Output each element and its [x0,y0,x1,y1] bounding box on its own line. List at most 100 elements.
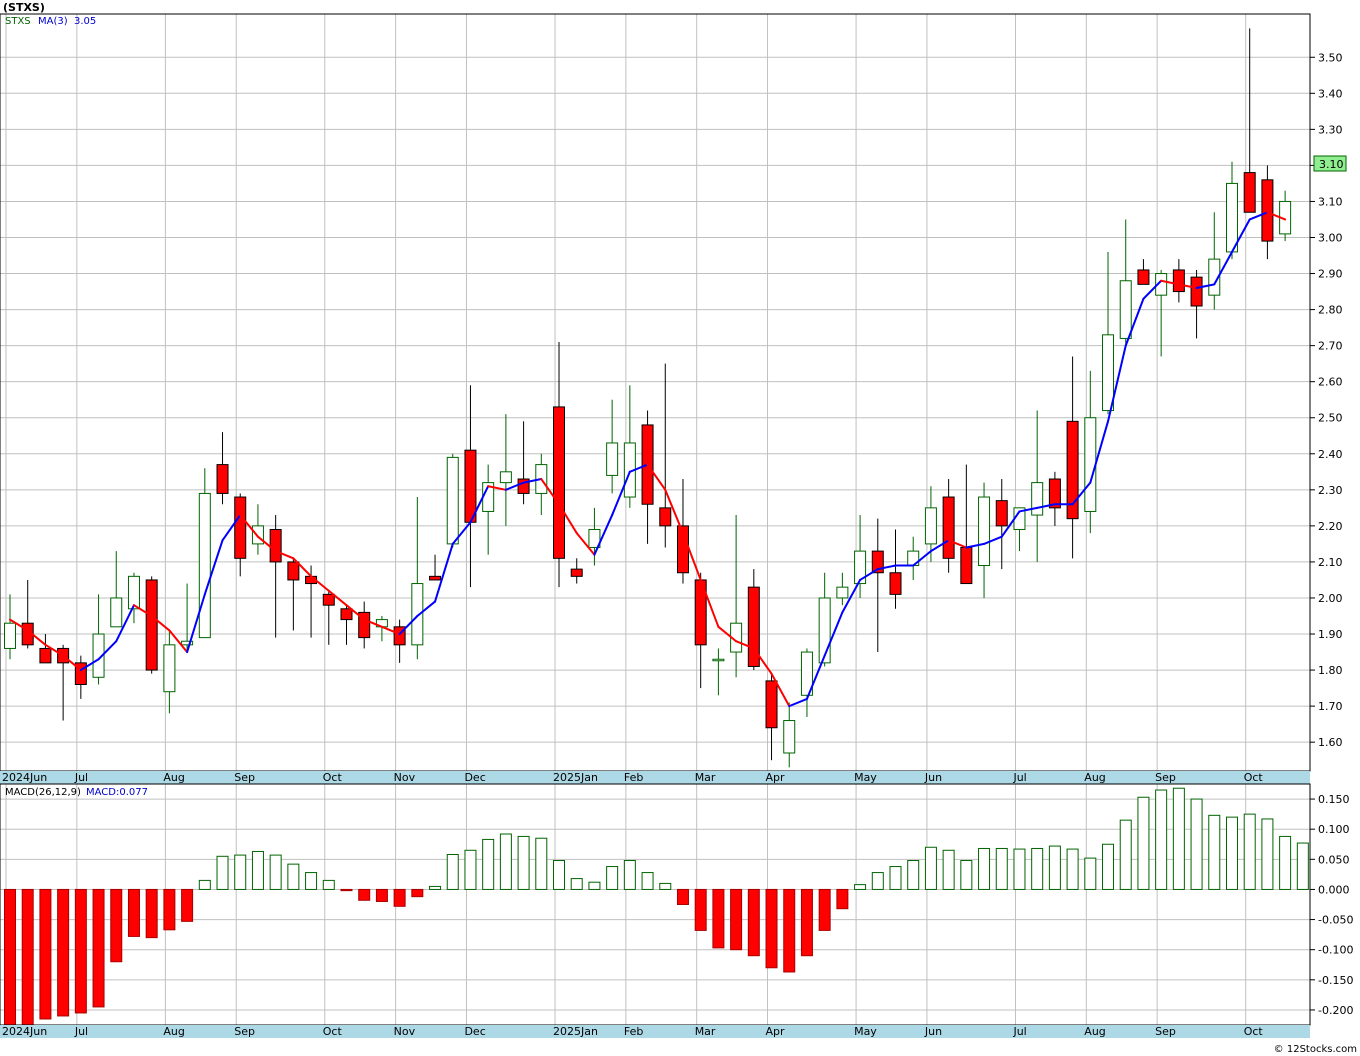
candle [765,673,778,761]
macd-bar-positive [1190,798,1203,890]
ma-segment [186,593,206,654]
macd-bar-negative [57,888,70,1017]
candle-body-up [1084,417,1097,512]
macd-panel: -0.200 -0.150 -0.100 -0.050 0.000 0.050 0.100 0… [0,783,1353,1026]
candle [4,594,16,660]
ma-segment [132,604,153,617]
price-tick-label: 2.20 [1318,520,1343,533]
ma-segment [1160,279,1180,286]
ma-segment [681,532,702,581]
candle [659,363,672,548]
macd-bar-negative [74,888,87,1014]
candle-body-down [747,586,760,667]
ma-segment [203,539,224,596]
ma-segment [947,539,968,549]
ma-segment [540,478,561,506]
candle-body-up [588,528,601,549]
macd-bar-positive [871,872,884,890]
x-axis-strip-top [0,771,1310,784]
price-tick-label: 2.30 [1318,484,1343,497]
macd-bar-negative [411,888,424,898]
macd-bar-positive [889,866,902,890]
x-tick-label: Oct [323,1025,343,1038]
macd-bar-positive [269,854,282,890]
candle-body-down [145,579,158,671]
macd-bar-negative [676,888,689,905]
candle-body-up [198,492,211,639]
current-price-tag [1313,155,1347,172]
macd-bar-negative [127,888,140,937]
ma-segment [168,629,189,654]
candle [1119,219,1132,346]
macd-bar-positive [429,885,442,890]
macd-bar-positive [1155,789,1168,890]
x-tick-label: Jun [924,771,942,784]
ma-segment [1000,510,1021,538]
candle [942,479,955,573]
x-tick-label: Jul [74,771,88,784]
macd-bar-positive [322,879,335,890]
ma-segment [522,478,543,484]
candle-body-up [163,644,176,693]
x-tick-label: 2024Jun [2,1025,47,1038]
macd-bar-negative [92,888,105,1008]
watermark: © 12Stocks.com [1274,1044,1357,1055]
macd-bar-positive [1066,848,1079,890]
macd-bar-positive [978,847,991,890]
macd-bar-negative [818,888,831,931]
candle [287,558,300,631]
candle [39,634,52,664]
ma-segment [859,568,879,581]
x-tick-label: Sep [1155,771,1176,784]
candle [800,648,813,717]
macd-bar-positive [482,838,495,890]
ma-segment [398,614,419,636]
candle-body-up [1225,182,1238,253]
price-tick-label: 2.90 [1318,268,1343,281]
macd-axis: -0.200 -0.150 -0.100 -0.050 0.000 0.050 0.100 0… [1310,793,1353,1017]
candle [411,497,424,660]
price-tick-label: 2.70 [1318,340,1343,353]
macd-bar-positive [1279,835,1292,890]
ma-segment [717,625,738,643]
ma-segment [611,470,631,517]
candle [1190,269,1203,339]
candle-body-down [1137,269,1150,285]
ma-segment [469,485,490,524]
x-tick-label: 2025Jan [553,771,598,784]
ma-segment [965,542,986,549]
candle [1243,28,1256,213]
macd-bar-negative [393,888,406,907]
ma-segment [1230,218,1251,253]
ma-segment [735,640,755,650]
ma-segment [504,481,525,491]
price-tick-label: 2.50 [1318,412,1343,425]
ma-segment [1071,481,1092,506]
price-tick-label: 2.00 [1318,592,1343,605]
ma-segment [752,647,773,675]
legend-ma-label: MA(3) [38,16,68,27]
price-tick-label: 1.80 [1318,664,1343,677]
x-tick-label: Aug [163,1025,184,1038]
macd-tick-label: -0.200 [1318,1004,1353,1017]
macd-bar-positive [446,853,459,890]
macd-tick-label: 0.050 [1318,853,1350,866]
macd-bar-positive [942,849,955,890]
macd-bar-positive [1261,818,1274,890]
x-tick-label: Oct [1244,1025,1264,1038]
macd-bar-positive [1031,847,1044,890]
candle-body-up [978,496,991,567]
macd-bar-negative [163,888,176,931]
ma-line [9,211,1287,708]
candle-body-up [127,575,140,610]
ma-segment [1177,283,1198,289]
macd-bar-negative [747,888,760,957]
candle [1137,259,1150,285]
candle-body-down [553,406,566,559]
x-tick-label: Dec [464,771,485,784]
x-tick-label: Mar [695,1025,716,1038]
macd-bar-negative [340,888,353,892]
macd-bar-positive [623,860,636,890]
ma-segment [26,629,47,646]
candle-body-up [1155,273,1168,296]
